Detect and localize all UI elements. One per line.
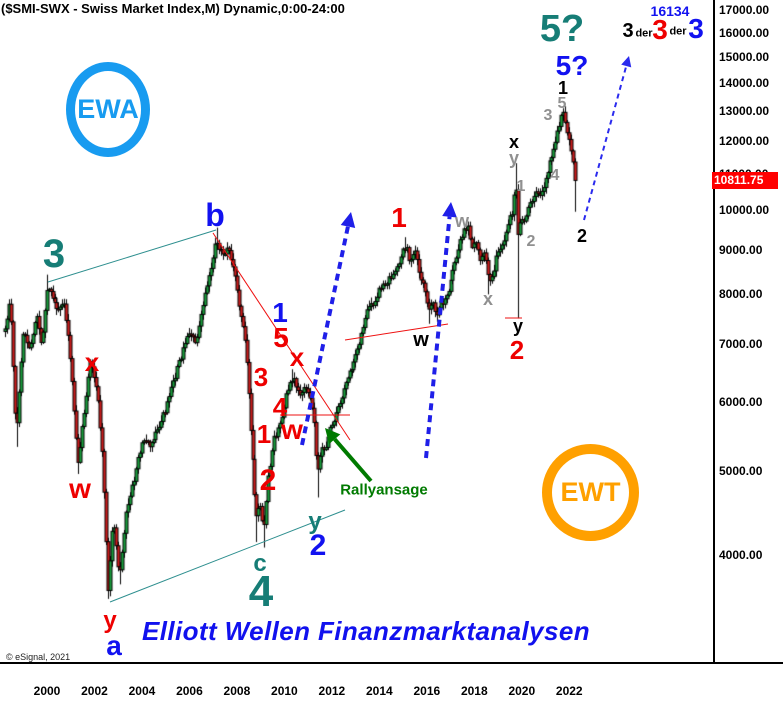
- wave-label-3: 3: [622, 20, 634, 42]
- y-axis-tick: 15000.00: [719, 50, 770, 65]
- wave-label-2: 2: [309, 529, 327, 562]
- x-axis-tick: 2022: [555, 684, 583, 698]
- x-axis-tick: 2020: [508, 684, 536, 698]
- wave-label-5: 5?: [539, 8, 585, 50]
- wave-label-y: y: [508, 148, 520, 168]
- ewa-logo-text: EWA: [77, 94, 139, 124]
- wave-label-3: 3: [688, 13, 704, 44]
- x-axis-tick: 2000: [33, 684, 61, 698]
- y-axis-tick: 5000.00: [719, 463, 763, 478]
- price-axis-line: [713, 0, 715, 663]
- last-price-badge: 10811.75: [712, 172, 778, 189]
- ewt-logo-text: EWT: [560, 477, 621, 507]
- x-axis-tick: 2016: [413, 684, 441, 698]
- x-axis-tick: 2012: [318, 684, 346, 698]
- wave-label-5: 5: [273, 322, 289, 353]
- y-axis-tick: 13000.00: [719, 104, 770, 119]
- wave-label-y: y: [512, 316, 524, 336]
- wave-label-3: 3: [543, 107, 553, 124]
- wave-label-x: x: [482, 289, 494, 309]
- x-axis-tick: 2010: [271, 684, 298, 698]
- wave-label-1: 1: [391, 202, 407, 233]
- wave-label-x: x: [289, 342, 305, 372]
- wave-label-w: w: [69, 473, 91, 504]
- wave-label-w: w: [413, 329, 429, 351]
- y-axis-tick: 7000.00: [719, 337, 763, 352]
- y-axis-tick: 10000.00: [719, 202, 770, 217]
- wave-label-x: x: [84, 347, 100, 377]
- wave-label-1: 1: [256, 419, 272, 449]
- wave-label-rallyansage: Rallyansage: [340, 481, 428, 499]
- x-axis-tick: 2006: [176, 684, 203, 698]
- y-axis-tick: 8000.00: [719, 286, 763, 301]
- wave-label-1: 1: [516, 178, 526, 195]
- wave-label-5: 5?: [555, 50, 589, 81]
- wave-label-w: w: [454, 211, 470, 231]
- wave-label-2: 2: [259, 464, 277, 497]
- ewa-logo: EWA: [66, 62, 150, 157]
- wave-label-1: 1: [557, 78, 569, 98]
- time-axis-line: [0, 662, 783, 664]
- x-axis-tick: 2002: [81, 684, 108, 698]
- wave-label-b: b: [205, 197, 225, 233]
- wave-label-2: 2: [576, 226, 588, 246]
- y-axis-tick: 6000.00: [719, 395, 763, 410]
- y-axis-tick: 17000.00: [719, 3, 770, 17]
- last-price-value: 10811.75: [714, 173, 764, 187]
- x-axis-tick: 2004: [128, 684, 156, 698]
- wave-label-w: w: [281, 414, 303, 445]
- y-axis-tick: 4000.00: [719, 548, 763, 562]
- x-axis-tick: 2008: [223, 684, 251, 698]
- x-axis-tick: 2014: [366, 684, 393, 698]
- x-axis-tick: 2018: [460, 684, 488, 698]
- ewt-logo: EWT: [542, 444, 639, 541]
- wave-label-4: 4: [248, 567, 274, 616]
- wave-label-5: 5: [557, 95, 567, 112]
- chart-title: ($SMI-SWX - Swiss Market Index,M) Dynami…: [1, 1, 345, 16]
- wave-label-x: x: [508, 132, 520, 152]
- wave-label-3: 3: [42, 232, 66, 276]
- wave-label-a: a: [106, 630, 122, 661]
- wave-label-2: 2: [526, 233, 536, 250]
- wave-label-der: der: [635, 27, 653, 40]
- y-axis-tick: 16000.00: [719, 25, 770, 40]
- copyright-label: © eSignal, 2021: [6, 652, 71, 662]
- wave-label-16134: 16134: [650, 3, 690, 19]
- y-axis-tick: 12000.00: [719, 134, 770, 149]
- y-axis-tick: 9000.00: [719, 242, 763, 257]
- wave-label-3: 3: [253, 362, 269, 392]
- wave-label-der: der: [669, 25, 687, 38]
- wave-label-4: 4: [550, 167, 560, 184]
- wave-label-y: y: [103, 607, 117, 634]
- wave-label-3: 3: [652, 14, 668, 45]
- wave-label-2: 2: [509, 335, 525, 365]
- watermark-text: Elliott Wellen Finanzmarktanalysen: [142, 616, 591, 646]
- y-axis-tick: 14000.00: [719, 76, 770, 91]
